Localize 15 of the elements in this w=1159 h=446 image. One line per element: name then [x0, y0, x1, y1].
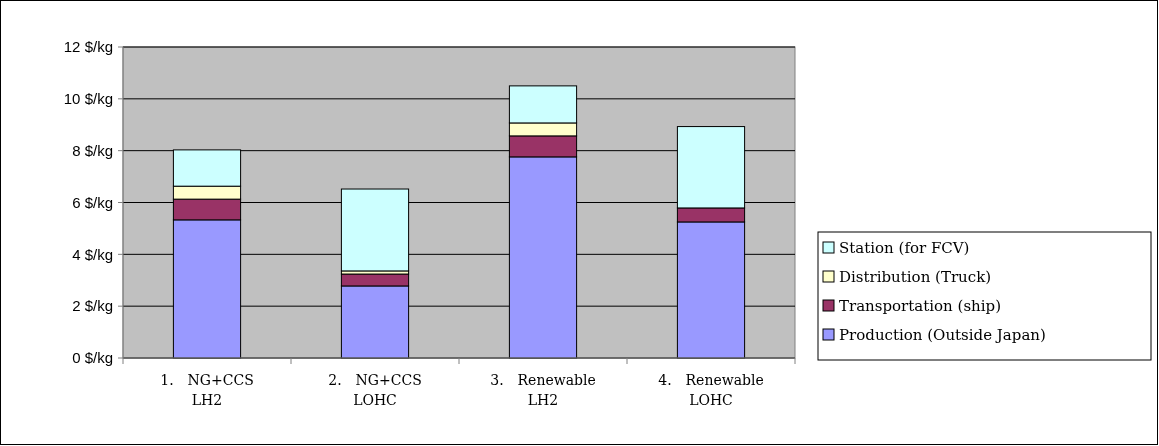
y-tick-label: 4 $/kg: [72, 245, 113, 263]
legend-label: Production (Outside Japan): [839, 326, 1046, 345]
legend-label: Station (for FCV): [839, 239, 970, 258]
y-tick-label: 2 $/kg: [72, 297, 113, 315]
y-tick-label: 0 $/kg: [72, 349, 113, 367]
x-tick-label: 2. NG+CCS LOHC: [328, 372, 422, 408]
y-tick-label: 6 $/kg: [72, 193, 113, 211]
y-tick-label: 8 $/kg: [72, 141, 113, 159]
y-tick-label: 12 $/kg: [63, 38, 113, 56]
legend-label: Distribution (Truck): [839, 268, 992, 287]
legend-label: Transportation (ship): [839, 297, 1001, 316]
x-tick-label: 3. Renewable LH2: [490, 372, 596, 408]
x-tick-label: 1. NG+CCS LH2: [160, 372, 254, 408]
x-tick-label: 4. Renewable LOHC: [658, 372, 764, 408]
y-tick-label: 10 $/kg: [63, 90, 113, 108]
